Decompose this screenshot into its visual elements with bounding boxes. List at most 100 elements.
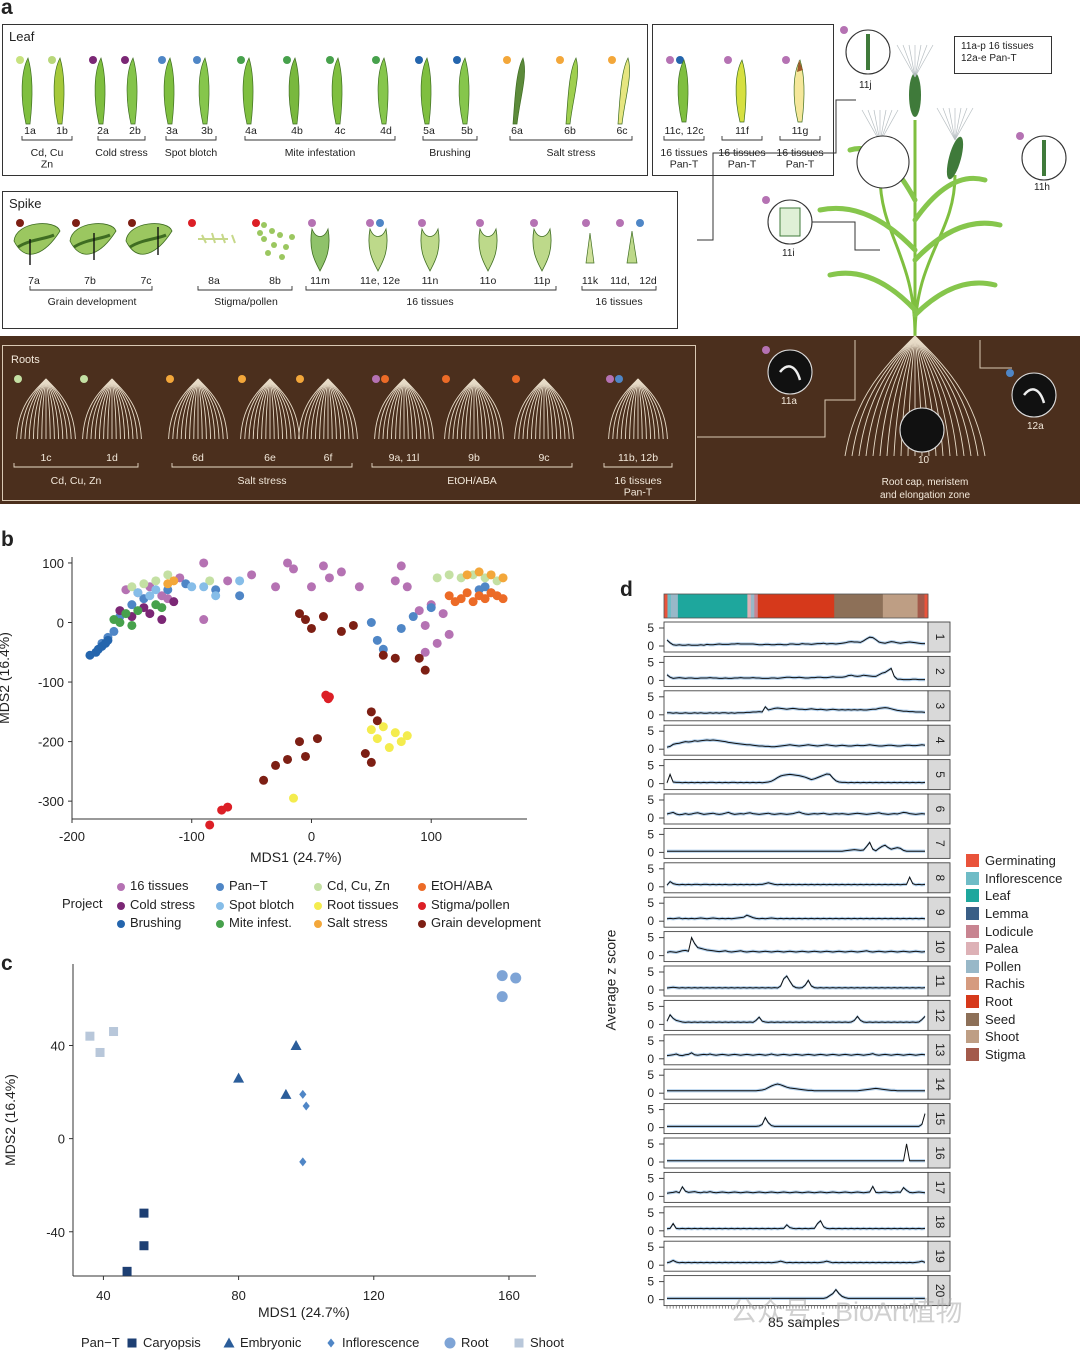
data-point [324, 573, 334, 583]
data-point [318, 612, 328, 622]
zscore-panel-strip [927, 1171, 951, 1203]
leaf-sample-label: 5a [423, 125, 435, 137]
pollen-grain [261, 222, 267, 228]
zscore-line [667, 705, 926, 714]
floret-part [626, 230, 638, 264]
legend-item: Brushing [117, 915, 181, 930]
mds-c-ylabel: MDS2 (16.4%) [1, 1074, 18, 1166]
root-system [168, 378, 228, 440]
pollen-grain [269, 228, 275, 234]
zscore-line [667, 1288, 925, 1299]
sample-dot [608, 56, 616, 64]
callout-11a: 11a [781, 396, 797, 407]
data-point [169, 597, 179, 607]
mds-c-xlabel: MDS1 (24.7%) [258, 1304, 350, 1320]
plant-root [844, 335, 916, 457]
data-point [306, 623, 316, 633]
y-tick-label: 0 [647, 983, 654, 997]
group-bracket [721, 136, 763, 141]
leaf-blade [677, 59, 689, 123]
data-point [169, 576, 179, 586]
zscore-panel-strip [927, 896, 951, 928]
plant-root [893, 335, 916, 457]
data-point [402, 731, 412, 741]
sample-dot [615, 375, 623, 383]
zscore-line [667, 1083, 925, 1092]
data-point [271, 582, 281, 592]
data-point [462, 570, 472, 580]
legend-item: Stigma/pollen [418, 897, 510, 912]
zscore-panel-strip [927, 1068, 951, 1100]
zscore-panel-strip [927, 793, 951, 825]
zscore-line [666, 773, 926, 784]
data-point [420, 620, 430, 630]
data-point [372, 635, 382, 645]
sample-dot [453, 56, 461, 64]
leaf-blade [163, 57, 175, 125]
mds-b-ylabel: MDS2 (16.4%) [0, 632, 12, 724]
wheat-awn [954, 107, 962, 141]
leaf-blade [288, 57, 300, 125]
spike-group-label: 16 tissues [406, 296, 453, 308]
tissue-strip-segment [754, 594, 759, 618]
leaf-group-label: Brushing [429, 147, 471, 159]
data-point [336, 626, 346, 636]
data-point [438, 609, 448, 619]
plant-root [914, 335, 972, 457]
zscore-panel-strip [927, 1137, 951, 1169]
sample-dot [616, 219, 624, 227]
y-tick-label: 0 [647, 708, 654, 722]
legend-swatch [966, 1012, 979, 1026]
zscore-panel-strip [927, 862, 951, 894]
y-tick-label: 0 [647, 742, 654, 756]
plant-root [872, 335, 916, 457]
plant-root [858, 335, 916, 457]
data-point [127, 600, 137, 610]
group-bracket [509, 136, 633, 141]
y-tick-label: 0 [647, 811, 654, 825]
x-tick-label: 0 [308, 829, 315, 844]
group-bracket [371, 463, 573, 468]
sample-dot [188, 219, 196, 227]
legend-item: Root tissues [314, 897, 399, 912]
legend-label: Root tissues [327, 897, 399, 912]
callout-circle [856, 135, 910, 189]
legend-dot [216, 919, 224, 928]
spike-sample-label: 11k [582, 275, 599, 287]
zscore-panel-strip [927, 931, 951, 963]
data-point [498, 594, 508, 604]
y-tick-label: 0 [647, 914, 654, 928]
sample-dot [283, 56, 291, 64]
y-tick-label: -40 [46, 1225, 65, 1240]
mds-b-xlabel: MDS1 (24.7%) [250, 849, 342, 865]
zscore-line [666, 811, 926, 816]
legend-label: Caryopsis [143, 1335, 201, 1350]
group-bracket [663, 136, 705, 141]
zscore-panel-frame [663, 621, 929, 653]
sample-dot [1006, 369, 1014, 377]
wheat-awn [902, 44, 916, 78]
wheat-leaf [817, 205, 918, 253]
zscore-line [666, 667, 925, 681]
tissue-legend: Germinating Inflorescence Leaf Lemma Lodicul… [966, 852, 1062, 1063]
group-bracket [13, 463, 139, 468]
tissue-strip-segment [664, 594, 668, 618]
y-tick-label: -200 [38, 735, 64, 750]
legend-marker-shape [127, 1338, 137, 1347]
spike-sample-label: 11d, [610, 275, 630, 287]
roots-sample-label: 9c [538, 452, 549, 464]
data-point [390, 728, 400, 738]
zscore-panel-label: 7 [933, 840, 947, 847]
group-bracket [305, 286, 557, 291]
group-bracket [779, 136, 821, 141]
y-tick-label: 0 [647, 1155, 654, 1169]
wheat-leaf [912, 280, 998, 318]
leaf-sample-label: 1a [24, 125, 36, 137]
zscore-band [667, 1013, 925, 1024]
zscore-panel-frame [663, 1240, 929, 1272]
legend-label: Brushing [130, 915, 182, 930]
sample-dot [121, 56, 129, 64]
data-point [396, 623, 406, 633]
group-bracket [422, 136, 478, 141]
sample-dot [237, 56, 245, 64]
